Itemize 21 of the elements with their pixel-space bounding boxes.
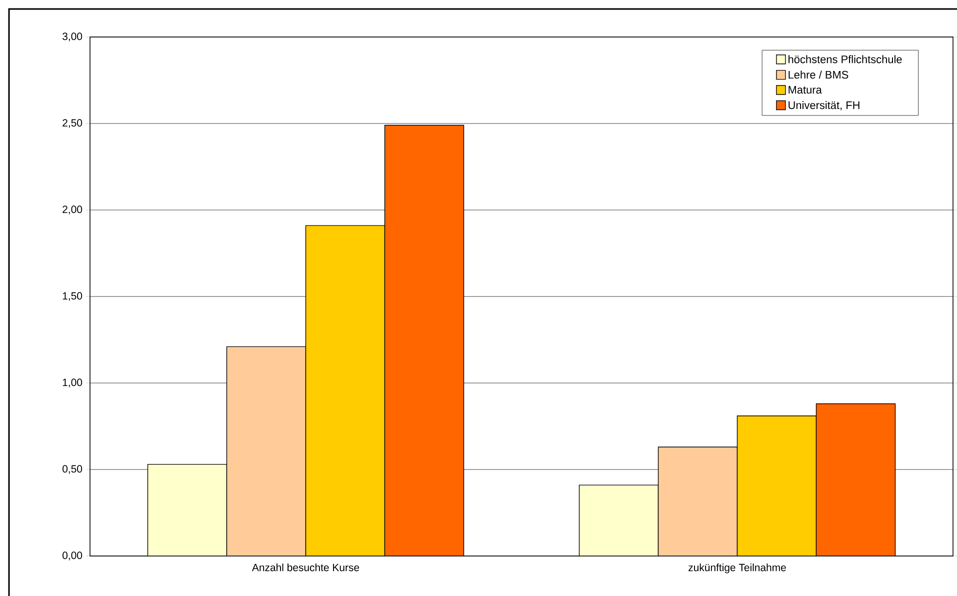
legend-label: höchstens Pflichtschule bbox=[788, 55, 902, 64]
legend-label: Universität, FH bbox=[788, 101, 860, 110]
bar bbox=[736, 416, 817, 556]
y-tick-label: 1,50 bbox=[62, 292, 82, 301]
bar bbox=[578, 484, 659, 556]
bar bbox=[658, 446, 738, 556]
legend-label: Lehre / BMS bbox=[788, 70, 848, 79]
bar bbox=[305, 225, 386, 556]
x-tick-label: Anzahl besuchte Kurse bbox=[252, 564, 360, 572]
bar bbox=[816, 403, 896, 556]
y-tick-label: 1,00 bbox=[62, 378, 82, 388]
bar bbox=[384, 124, 464, 556]
legend-label: Matura bbox=[788, 86, 822, 94]
bar bbox=[226, 346, 306, 556]
y-tick-label: 0,50 bbox=[62, 465, 82, 474]
bar bbox=[147, 464, 228, 556]
y-tick-label: 0,00 bbox=[62, 552, 82, 560]
y-tick-label: 2,00 bbox=[62, 206, 82, 214]
y-tick-label: 2,50 bbox=[62, 119, 82, 128]
x-tick-label: zukünftige Teilnahme bbox=[688, 564, 786, 574]
y-tick-label: 3,00 bbox=[62, 32, 82, 42]
